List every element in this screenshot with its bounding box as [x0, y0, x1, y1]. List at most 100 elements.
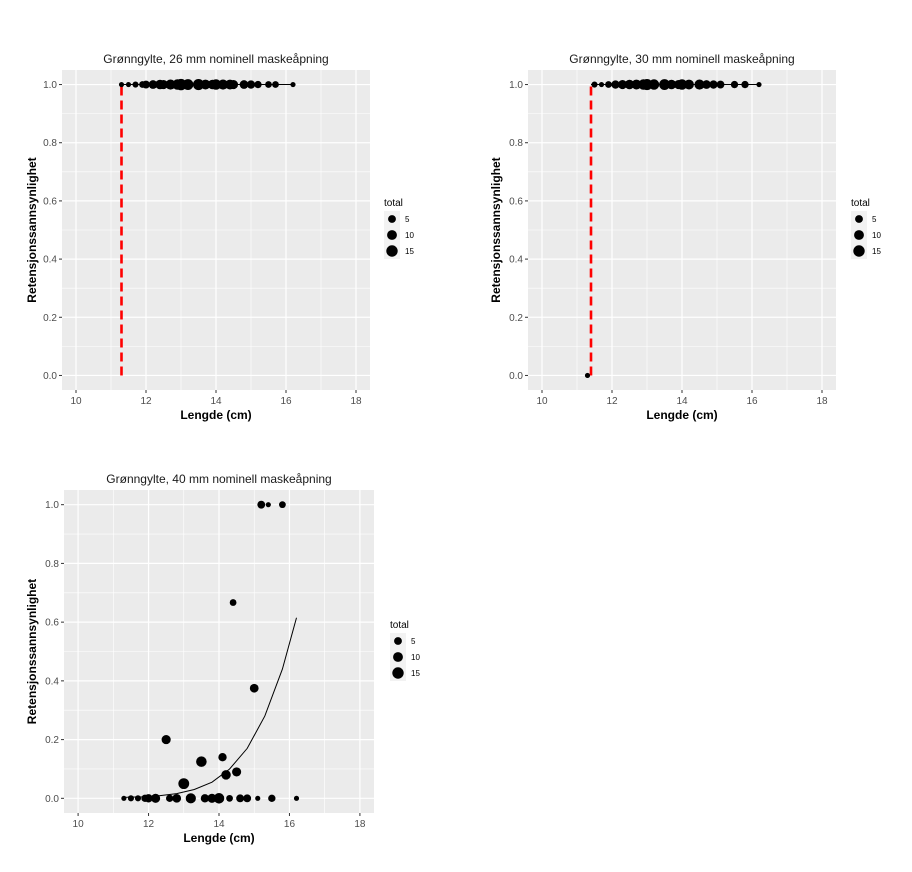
- x-tick-label: 14: [676, 396, 688, 407]
- data-point: [293, 795, 300, 801]
- data-point: [741, 80, 749, 89]
- x-tick-label: 18: [816, 396, 828, 407]
- x-tick-label: 10: [73, 819, 85, 830]
- legend-title: total: [384, 198, 403, 209]
- data-point: [268, 794, 276, 802]
- y-tick-label: 0.2: [509, 313, 523, 324]
- data-point: [121, 795, 127, 801]
- data-point: [210, 79, 222, 90]
- data-point: [265, 502, 271, 508]
- legend-title: total: [851, 198, 870, 209]
- y-tick-label: 0.2: [45, 735, 59, 746]
- data-point: [709, 80, 718, 89]
- data-point: [151, 793, 161, 803]
- data-point: [246, 80, 256, 89]
- y-tick-label: 0.4: [509, 255, 523, 266]
- data-point: [598, 81, 605, 88]
- y-axis-label: Retensjonssannsynlighet: [25, 157, 39, 302]
- y-axis-label: Retensjonssannsynlighet: [25, 579, 39, 724]
- data-point: [265, 81, 272, 88]
- data-point: [716, 80, 725, 89]
- data-point: [182, 79, 194, 90]
- data-point: [591, 81, 598, 88]
- y-tick-label: 1.0: [509, 80, 523, 91]
- y-tick-label: 0.6: [43, 196, 57, 207]
- y-tick-label: 0.0: [43, 371, 57, 382]
- x-tick-label: 12: [606, 396, 618, 407]
- data-point: [144, 794, 153, 803]
- x-axis-label: Lengde (cm): [180, 408, 251, 422]
- legend-symbol: [855, 215, 863, 223]
- data-point: [257, 500, 266, 509]
- data-point: [229, 599, 237, 606]
- data-point: [200, 79, 211, 90]
- x-tick-label: 16: [284, 819, 296, 830]
- data-point: [605, 81, 612, 88]
- chart-title: Grønngylte, 40 mm nominell maskeåpning: [106, 472, 331, 486]
- data-point: [279, 501, 286, 509]
- data-point: [730, 80, 739, 89]
- data-point: [232, 767, 242, 777]
- data-point: [148, 80, 158, 89]
- data-point: [676, 79, 688, 90]
- x-tick-label: 18: [354, 819, 366, 830]
- data-point: [172, 793, 182, 803]
- legend-symbol: [393, 652, 403, 662]
- data-point: [226, 794, 233, 802]
- chart-panel-3: 10 12 14 16 18 0.0 0.2 0.4 0.6 0.8 1.0 Grønngylte, …: [25, 472, 420, 845]
- legend-symbol: [394, 637, 402, 645]
- data-point: [684, 79, 694, 90]
- legend-label: 15: [405, 247, 414, 256]
- data-point: [134, 795, 142, 802]
- y-tick-label: 0.8: [43, 138, 57, 149]
- x-tick-label: 16: [746, 396, 758, 407]
- data-point: [166, 794, 174, 802]
- data-point: [659, 79, 670, 90]
- legend-symbol: [386, 245, 398, 257]
- data-point: [178, 778, 190, 790]
- x-tick-label: 10: [536, 396, 548, 407]
- y-tick-label: 0.8: [509, 138, 523, 149]
- data-point: [617, 79, 628, 90]
- legend-label: 5: [872, 215, 877, 224]
- chart-title: Grønngylte, 30 mm nominell maskeåpning: [569, 52, 794, 66]
- y-tick-label: 0.0: [45, 794, 59, 805]
- y-tick-label: 0.2: [43, 313, 57, 324]
- chart-title: Grønngylte, 26 mm nominell maskeåpning: [103, 52, 328, 66]
- data-point: [200, 794, 210, 803]
- data-point: [213, 793, 225, 804]
- legend-label: 5: [405, 215, 410, 224]
- y-tick-label: 0.6: [509, 196, 523, 207]
- legend-label: 10: [411, 653, 420, 662]
- y-axis-label: Retensjonssannsynlighet: [489, 157, 503, 302]
- data-point: [584, 372, 591, 379]
- data-point: [702, 80, 711, 89]
- data-point: [694, 79, 705, 90]
- legend-label: 15: [411, 669, 420, 678]
- x-axis-label: Lengde (cm): [183, 831, 254, 845]
- data-point: [228, 79, 239, 90]
- data-point: [290, 81, 296, 88]
- legend-symbol: [853, 245, 865, 257]
- y-tick-label: 0.8: [45, 559, 59, 570]
- legend-label: 10: [872, 231, 881, 240]
- data-point: [236, 794, 245, 803]
- x-tick-label: 14: [213, 819, 225, 830]
- y-tick-label: 0.0: [509, 371, 523, 382]
- legend-symbol: [854, 230, 864, 240]
- data-point: [756, 81, 762, 88]
- y-tick-label: 0.4: [45, 676, 59, 687]
- data-point: [207, 793, 217, 803]
- data-point: [221, 770, 231, 780]
- y-tick-label: 1.0: [45, 500, 59, 511]
- chart-panel-1: 10 12 14 16 18 0.0 0.2 0.4 0.6 0.8 1.0 Grønngylte, …: [25, 52, 414, 422]
- data-point: [243, 794, 252, 803]
- data-point: [218, 753, 227, 762]
- chart-panel-2: 10 12 14 16 18 0.0 0.2 0.4 0.6 0.8 1.0 Grønngylte, …: [489, 52, 881, 422]
- data-point: [185, 793, 196, 804]
- data-point: [142, 80, 150, 89]
- x-tick-label: 12: [143, 819, 155, 830]
- data-point: [249, 683, 259, 693]
- legend-label: 5: [411, 637, 416, 646]
- data-point: [127, 795, 134, 802]
